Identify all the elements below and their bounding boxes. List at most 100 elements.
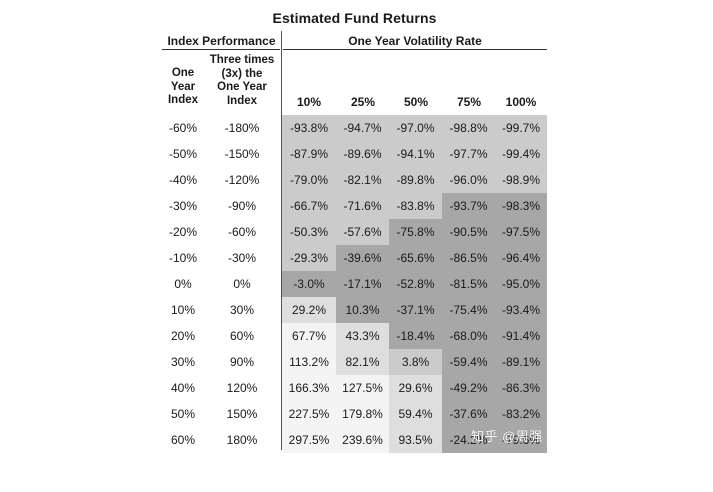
three-times-header-line: One Year	[217, 81, 267, 93]
fund-return-cell: -89.8%	[389, 167, 442, 193]
fund-return-cell: 67.7%	[282, 323, 336, 349]
fund-return-cell: -89.1%	[495, 349, 547, 375]
fund-return-cell: -93.8%	[282, 115, 336, 141]
three-times-cell: -60%	[227, 225, 256, 239]
three-times-cell: -180%	[224, 121, 260, 135]
fund-return-cell: -18.4%	[389, 323, 442, 349]
header-rule-left	[162, 49, 280, 50]
three-times-header-line: Index	[226, 94, 258, 107]
three-times-cell: 0%	[233, 277, 251, 291]
fund-return-cell: 93.5%	[389, 427, 442, 453]
fund-return-cell: -24.2%	[442, 427, 495, 453]
fund-return-cell: -49.2%	[442, 375, 495, 401]
fund-return-cell: -90.5%	[442, 219, 495, 245]
volatility-col-header: 10%	[296, 95, 322, 109]
one-year-index-cell: -50%	[168, 147, 197, 161]
fund-return-cell: -3.0%	[282, 271, 336, 297]
fund-return-cell: -86.5%	[442, 245, 495, 271]
three-times-cell: -150%	[224, 147, 260, 161]
fund-return-cell: -83.2%	[495, 401, 547, 427]
fund-return-cell: -37.6%	[442, 401, 495, 427]
fund-return-cell: -91.4%	[495, 323, 547, 349]
volatility-col-header: 25%	[350, 95, 376, 109]
volatility-col-header: 50%	[403, 95, 429, 109]
three-times-cell: 30%	[229, 303, 255, 317]
fund-return-cell: -93.4%	[495, 297, 547, 323]
fund-return-cell: -75.4%	[442, 297, 495, 323]
fund-return-cell: -97.0%	[389, 115, 442, 141]
fund-return-cell: 166.3%	[282, 375, 336, 401]
one-year-index-cell: 30%	[170, 355, 196, 369]
fund-return-cell: 59.4%	[389, 401, 442, 427]
three-times-cell: 120%	[226, 381, 258, 395]
table-title: Estimated Fund Returns	[272, 10, 437, 26]
vertical-divider	[281, 31, 282, 450]
fund-return-cell: 113.2%	[282, 349, 336, 375]
fund-return-cell: 29.2%	[282, 297, 336, 323]
fund-return-cell: -86.3%	[495, 375, 547, 401]
fund-return-cell: -81.5%	[442, 271, 495, 297]
volatility-rate-header: One Year Volatility Rate	[348, 34, 482, 48]
one-year-index-cell: -20%	[168, 225, 197, 239]
fund-return-cell: -57.6%	[336, 219, 389, 245]
three-times-cell: 150%	[226, 407, 258, 421]
fund-return-cell: -52.8%	[389, 271, 442, 297]
fund-return-cell: -95.0%	[495, 271, 547, 297]
fund-return-cell: -94.7%	[336, 115, 389, 141]
fund-return-cell: -97.5%	[495, 219, 547, 245]
fund-return-cell: -50.3%	[282, 219, 336, 245]
fund-return-cell: -37.1%	[389, 297, 442, 323]
one-year-index-cell: 60%	[170, 433, 196, 447]
fund-return-cell: -87.9%	[282, 141, 336, 167]
fund-return-cell: 29.6%	[389, 375, 442, 401]
fund-return-cell: -29.3%	[282, 245, 336, 271]
fund-return-cell: -39.6%	[336, 245, 389, 271]
one-year-index-cell: 20%	[170, 329, 196, 343]
one-year-index-cell: -40%	[168, 173, 197, 187]
fund-return-cell: 239.6%	[336, 427, 389, 453]
fund-return-cell: -96.4%	[495, 245, 547, 271]
three-times-cell: -90%	[227, 199, 256, 213]
fund-return-cell: -79.6%	[495, 427, 547, 453]
one-year-index-cell: -10%	[168, 251, 197, 265]
fund-return-cell: -71.6%	[336, 193, 389, 219]
fund-return-cell: -66.7%	[282, 193, 336, 219]
one-year-index-cell: 10%	[170, 303, 196, 317]
fund-return-cell: -17.1%	[336, 271, 389, 297]
one-year-index-header-line: Index	[167, 94, 199, 106]
three-times-cell: 90%	[229, 355, 255, 369]
fund-return-cell: 43.3%	[336, 323, 389, 349]
fund-return-cell: 127.5%	[336, 375, 389, 401]
one-year-index-cell: 0%	[174, 277, 192, 291]
one-year-index-cell: -30%	[168, 199, 197, 213]
fund-return-cell: -94.1%	[389, 141, 442, 167]
three-times-cell: 180%	[226, 433, 258, 447]
fund-return-cell: -98.8%	[442, 115, 495, 141]
fund-return-cell: -97.7%	[442, 141, 495, 167]
fund-return-cell: 10.3%	[336, 297, 389, 323]
one-year-index-cell: 40%	[170, 381, 196, 395]
volatility-col-header: 100%	[505, 95, 537, 109]
three-times-cell: -30%	[227, 251, 256, 265]
one-year-index-header: One Year Index	[162, 67, 204, 108]
fund-return-cell: 179.8%	[336, 401, 389, 427]
fund-return-cell: -65.6%	[389, 245, 442, 271]
fund-return-cell: -89.6%	[336, 141, 389, 167]
fund-return-cell: 3.8%	[389, 349, 442, 375]
three-times-cell: -120%	[224, 173, 260, 187]
volatility-col-header: 75%	[456, 95, 482, 109]
fund-return-cell: -68.0%	[442, 323, 495, 349]
fund-return-cell: -82.1%	[336, 167, 389, 193]
three-times-cell: 60%	[229, 329, 255, 343]
one-year-index-cell: -60%	[168, 121, 197, 135]
header-rule-right	[283, 49, 547, 50]
fund-return-cell: -99.7%	[495, 115, 547, 141]
one-year-index-header-line: Year	[170, 80, 196, 93]
three-times-index-header: Three times (3x) the One Year Index	[203, 54, 281, 108]
index-performance-header: Index Performance	[167, 34, 276, 48]
fund-return-cell: -79.0%	[282, 167, 336, 193]
three-times-header-line: Three times	[209, 54, 275, 66]
fund-return-cell: 297.5%	[282, 427, 336, 453]
one-year-index-cell: 50%	[170, 407, 196, 421]
fund-return-cell: -96.0%	[442, 167, 495, 193]
